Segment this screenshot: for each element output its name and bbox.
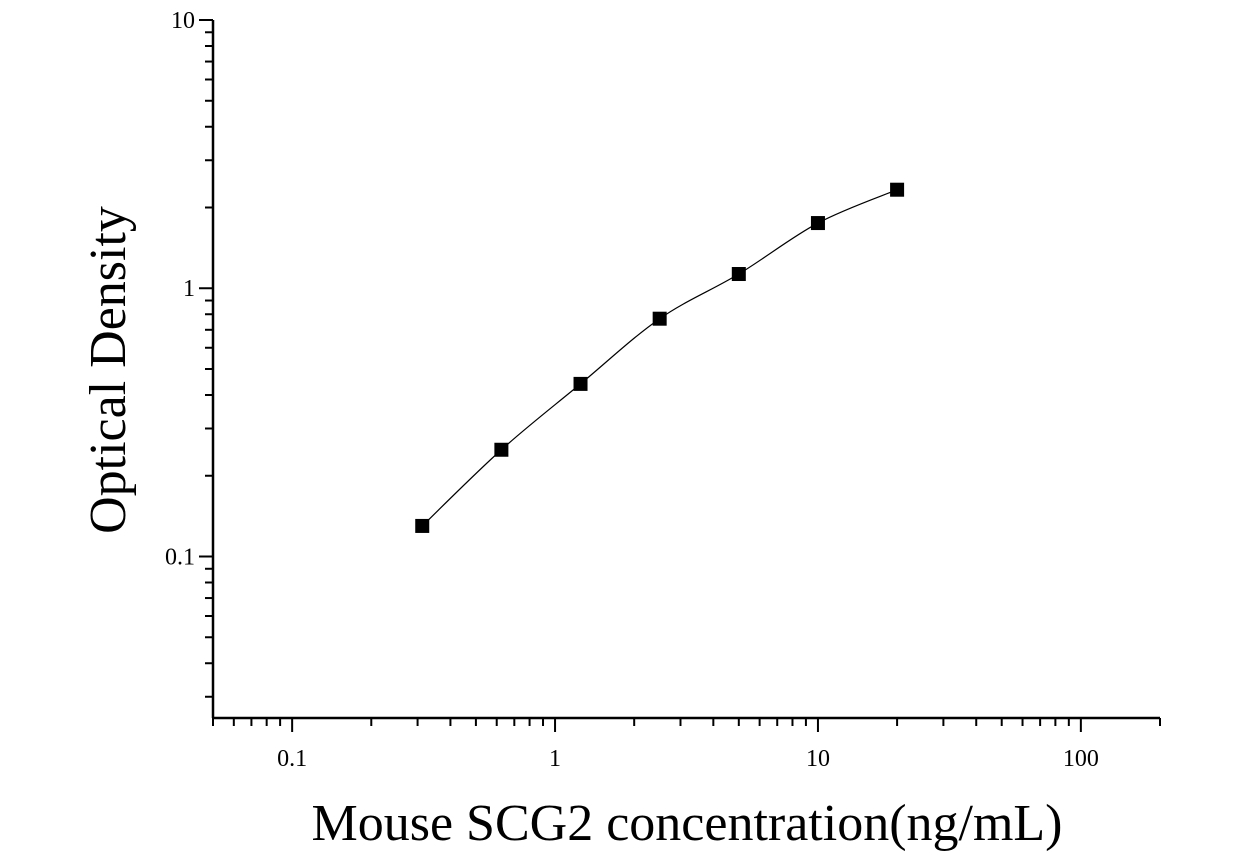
axes	[211, 20, 1160, 720]
data-point	[652, 311, 667, 326]
y-axis-ticks	[199, 19, 213, 698]
x-tick-label: 100	[1063, 746, 1099, 772]
fit-curve	[421, 189, 898, 527]
y-tick-label: 10	[171, 8, 195, 34]
data-points	[415, 182, 905, 533]
y-axis-tick-labels: 0.1 1 10	[165, 8, 195, 570]
data-point	[494, 442, 509, 457]
data-point	[415, 518, 430, 533]
x-tick-label: 0.1	[277, 746, 307, 772]
fit-curve-layer	[421, 189, 898, 527]
y-axis-title: Optical Density	[80, 206, 137, 534]
y-tick-label: 1	[183, 276, 195, 302]
x-tick-label: 1	[549, 746, 561, 772]
y-tick-label: 0.1	[165, 544, 195, 570]
x-axis-title: Mouse SCG2 concentration(ng/mL)	[312, 795, 1063, 852]
data-point	[573, 376, 588, 391]
data-point	[810, 216, 825, 231]
x-axis-ticks	[212, 718, 1161, 732]
x-axis-tick-labels: 0.1 1 10 100	[277, 746, 1099, 772]
data-point	[731, 267, 746, 282]
data-point	[890, 182, 905, 197]
x-tick-label: 10	[806, 746, 830, 772]
